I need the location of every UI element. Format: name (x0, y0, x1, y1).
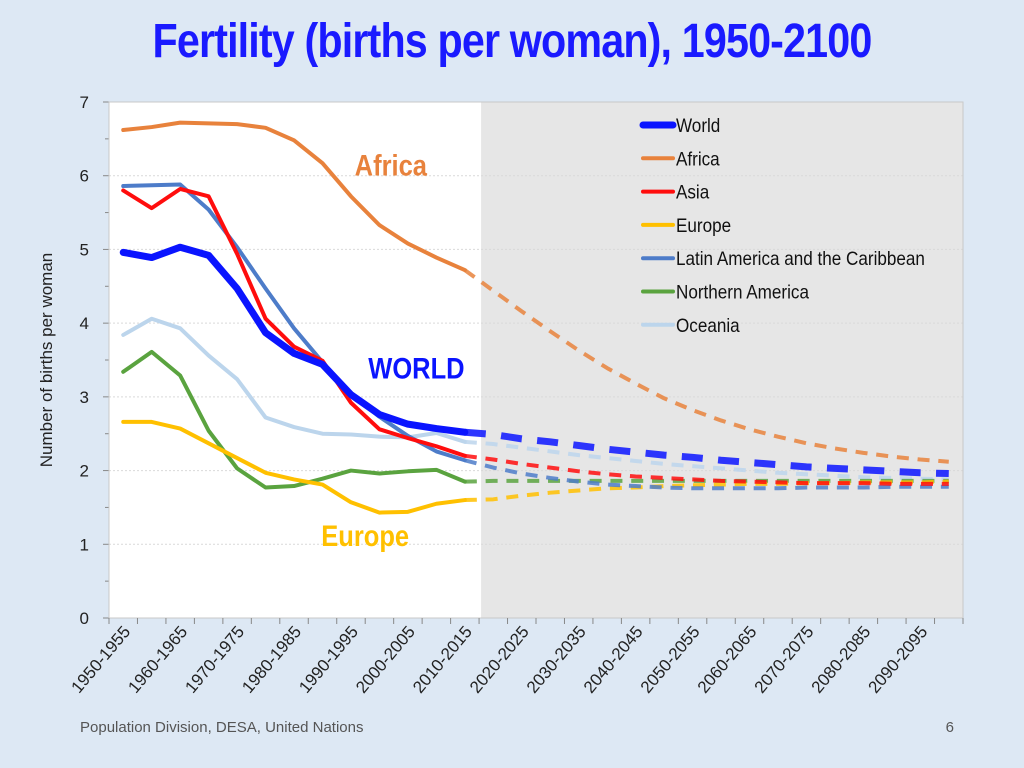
projection-shaded-area (481, 102, 963, 618)
series-projection-oceania (464, 439, 949, 482)
x-tick-label: 2090-2095 (865, 622, 932, 697)
chart-background (109, 102, 963, 618)
legend-label: Oceania (676, 315, 741, 336)
series-projection-latin-america-and-the-caribbean (464, 458, 949, 491)
series-line-northern-america (121, 349, 467, 490)
y-tick-label: 6 (80, 167, 89, 186)
legend-label: Latin America and the Caribbean (676, 248, 925, 269)
annotations: Africa WORLD Europe (321, 149, 464, 552)
series-lines (119, 120, 949, 515)
y-tick-label: 1 (80, 535, 89, 554)
series-projection-asia (464, 453, 949, 486)
y-tick-label: 7 (80, 93, 89, 112)
footer-source: Population Division, DESA, United Nation… (80, 719, 364, 736)
annotation-europe: Europe (321, 519, 409, 552)
y-tick-label: 3 (80, 388, 89, 407)
y-tick-label: 4 (80, 314, 89, 333)
series-line-africa (121, 120, 467, 273)
y-tick-label: 0 (80, 609, 89, 628)
legend-label: Northern America (676, 282, 810, 303)
y-axis-label: Number of births per woman (37, 253, 56, 467)
annotation-africa: Africa (355, 149, 428, 182)
series-line-asia (121, 186, 467, 458)
series-projection-world (464, 428, 949, 478)
y-tick-label: 5 (80, 240, 89, 259)
slide-title: Fertility (births per woman), 1950-2100 (152, 15, 873, 68)
series-line-europe (121, 419, 467, 515)
y-tick-label: 2 (80, 462, 89, 481)
legend-label: Asia (676, 182, 710, 203)
series-line-latin-america-and-the-caribbean (121, 182, 467, 463)
legend-label: Europe (676, 215, 731, 236)
legend-label: Africa (676, 148, 721, 169)
annotation-world: WORLD (368, 351, 464, 384)
legend-label: World (676, 115, 720, 136)
legend: World Africa Asia Europe Latin America and t… (639, 115, 925, 336)
series-line-world (119, 243, 469, 436)
page-number: 6 (945, 719, 954, 736)
